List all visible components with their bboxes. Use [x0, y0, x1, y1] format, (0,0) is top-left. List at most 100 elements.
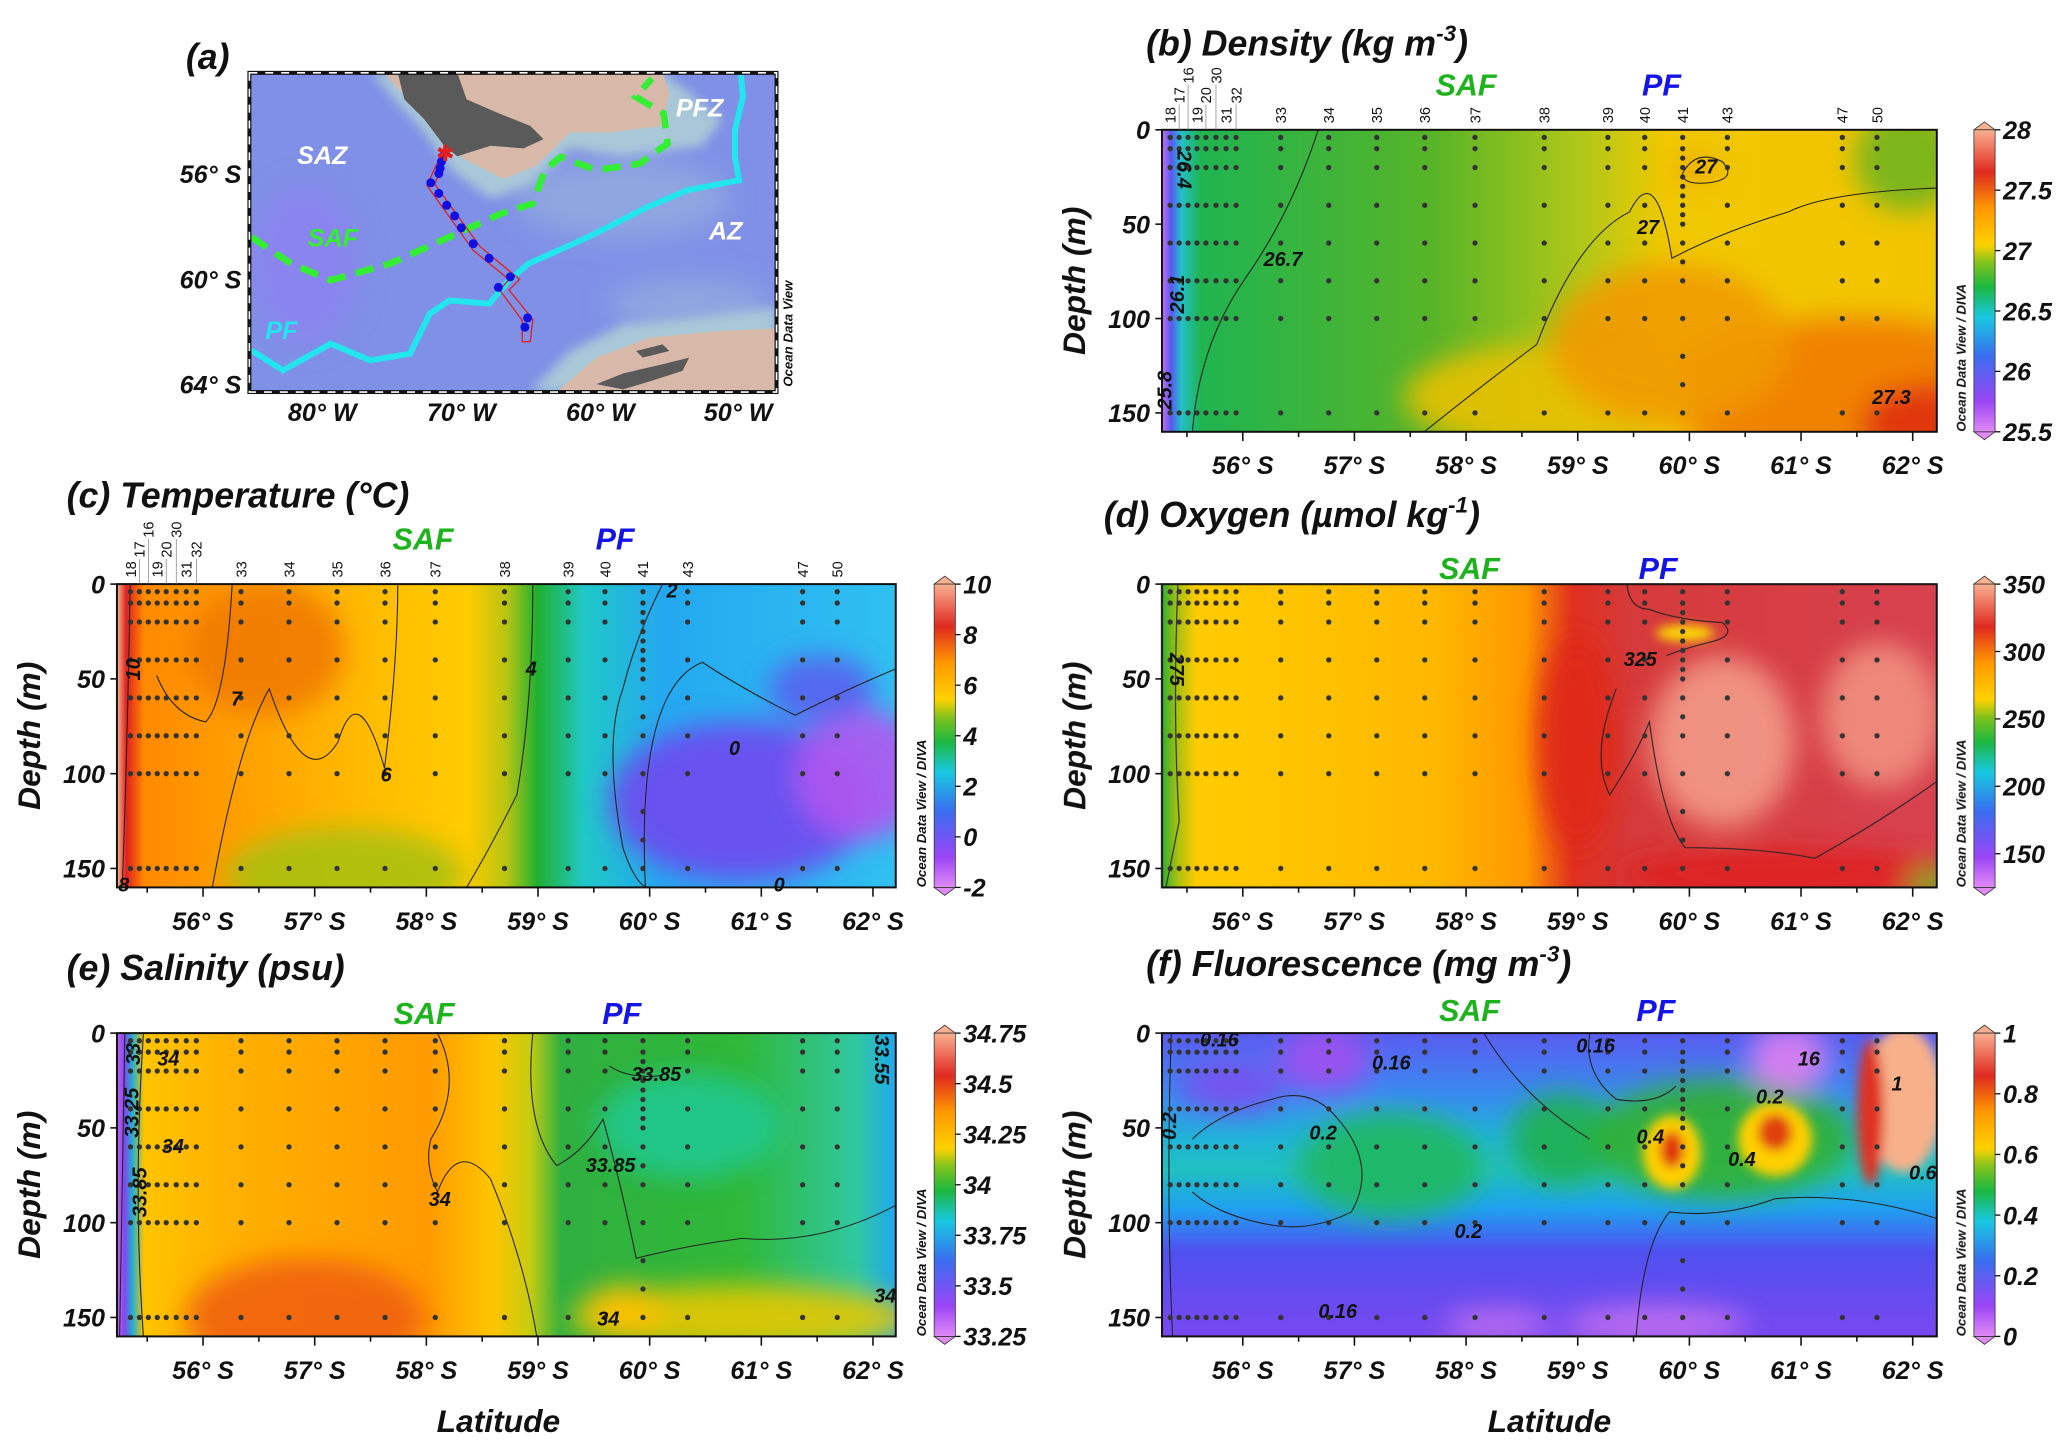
sample-dot	[1839, 1038, 1846, 1044]
sample-dot	[127, 589, 134, 595]
sample-dot	[1194, 410, 1200, 416]
title-text: (e) Salinity (psu)	[67, 948, 345, 988]
sample-dot	[501, 1220, 508, 1226]
sample-dot	[1326, 1182, 1332, 1188]
sample-dot	[834, 733, 840, 739]
sample-dot	[1680, 259, 1686, 265]
sample-dot	[154, 1182, 160, 1188]
sample-dot	[238, 1314, 244, 1321]
contour-label: 275	[1165, 652, 1187, 687]
sample-dot	[1167, 315, 1173, 322]
sample-dot	[1223, 589, 1229, 595]
sample-dot	[173, 1068, 179, 1074]
sample-dot	[1724, 134, 1731, 140]
sample-dot	[238, 657, 244, 663]
map-panel: (a) ✱ SAZ SAF PF PFZ AZ	[180, 37, 796, 427]
sample-dot	[163, 1314, 169, 1321]
station-number: 40	[1638, 107, 1654, 123]
sample-dot	[127, 619, 134, 625]
contour-label: 4	[525, 658, 537, 680]
sample-dot	[432, 1314, 438, 1321]
sample-dot	[1642, 1314, 1648, 1321]
sample-dot	[1642, 695, 1648, 701]
contour-line	[643, 661, 896, 888]
sample-dot	[1223, 695, 1229, 701]
contour-line	[119, 1033, 126, 1337]
heatmap-feature	[583, 1284, 663, 1337]
front-label-saf: SAF	[394, 997, 456, 1031]
sample-dot	[640, 733, 646, 739]
sample-dot	[1422, 1220, 1428, 1226]
latitude-tick-label: 60° S	[619, 1357, 681, 1385]
sample-dot	[163, 695, 169, 701]
sample-dot	[193, 619, 199, 625]
sample-dot	[1223, 278, 1229, 284]
contour-label: 33.85	[586, 1155, 637, 1177]
sample-dot	[1203, 589, 1209, 595]
sample-dot	[1422, 146, 1428, 152]
sample-dot	[154, 600, 160, 606]
sample-dot	[1642, 164, 1648, 171]
sample-dot	[136, 589, 143, 595]
sample-dot	[1233, 164, 1239, 171]
title-text: (f) Fluorescence (mg m	[1146, 944, 1539, 984]
sample-dot	[1185, 695, 1191, 701]
station-number: 43	[681, 561, 697, 577]
colorbar-tick-label: 26.5	[2002, 298, 2053, 326]
sample-dot	[1839, 134, 1846, 140]
sample-dot	[1194, 164, 1200, 171]
sample-dot	[1194, 1182, 1200, 1188]
sample-dot	[1422, 164, 1428, 171]
y-axis-label: Depth (m)	[11, 662, 47, 810]
sample-dot	[1680, 315, 1686, 322]
sample-dot	[1680, 1058, 1686, 1065]
sample-dot	[1422, 202, 1428, 208]
sample-dot	[602, 1182, 608, 1188]
contour-line	[428, 1033, 538, 1337]
sample-dot	[1223, 733, 1229, 739]
heatmap-feature	[185, 584, 345, 716]
sample-dot	[173, 1106, 179, 1112]
sample-dot	[640, 1115, 646, 1122]
sample-dot	[154, 733, 160, 739]
sample-dot	[154, 771, 160, 777]
sample-dot	[136, 1314, 143, 1321]
sample-dot	[136, 733, 143, 739]
sample-dot	[1194, 1038, 1200, 1044]
sample-dot	[286, 1106, 292, 1112]
sample-dot	[193, 695, 199, 701]
contour-line	[1192, 1095, 1363, 1228]
sample-dot	[145, 1220, 151, 1226]
sample-dot	[501, 1144, 508, 1150]
colorbar	[933, 1032, 956, 1337]
x-axis-label: Latitude	[437, 1403, 561, 1439]
sample-dot	[1541, 733, 1547, 739]
sample-dot	[1374, 733, 1380, 739]
contour-line	[1191, 129, 1319, 432]
sample-dot	[1874, 1314, 1880, 1321]
sample-dot	[1167, 1220, 1173, 1226]
sample-dot	[1472, 1049, 1478, 1055]
sample-dot	[1724, 278, 1731, 284]
sample-dot	[382, 1038, 388, 1044]
sample-dot	[602, 771, 608, 777]
sample-dot	[602, 1049, 608, 1055]
contour-line	[609, 1065, 663, 1077]
contour-line	[137, 1033, 144, 1337]
contour-label: 33.25	[122, 1087, 144, 1138]
sample-dot	[1680, 619, 1686, 625]
sample-dot	[1642, 134, 1648, 140]
sample-dot	[1874, 619, 1880, 625]
sample-dot	[1680, 1049, 1686, 1055]
sample-dot	[1223, 619, 1229, 625]
sample-dot	[1278, 1314, 1284, 1321]
sample-dot	[1213, 410, 1219, 416]
sample-dot	[1223, 1068, 1229, 1074]
sample-dot	[238, 1068, 244, 1074]
station-number: 17	[1172, 87, 1188, 103]
sample-dot	[684, 1038, 691, 1044]
latitude-tick-label: 56° S	[172, 1357, 234, 1385]
sample-dot	[834, 600, 840, 606]
sample-dot	[640, 695, 646, 701]
sample-dot	[640, 609, 646, 616]
